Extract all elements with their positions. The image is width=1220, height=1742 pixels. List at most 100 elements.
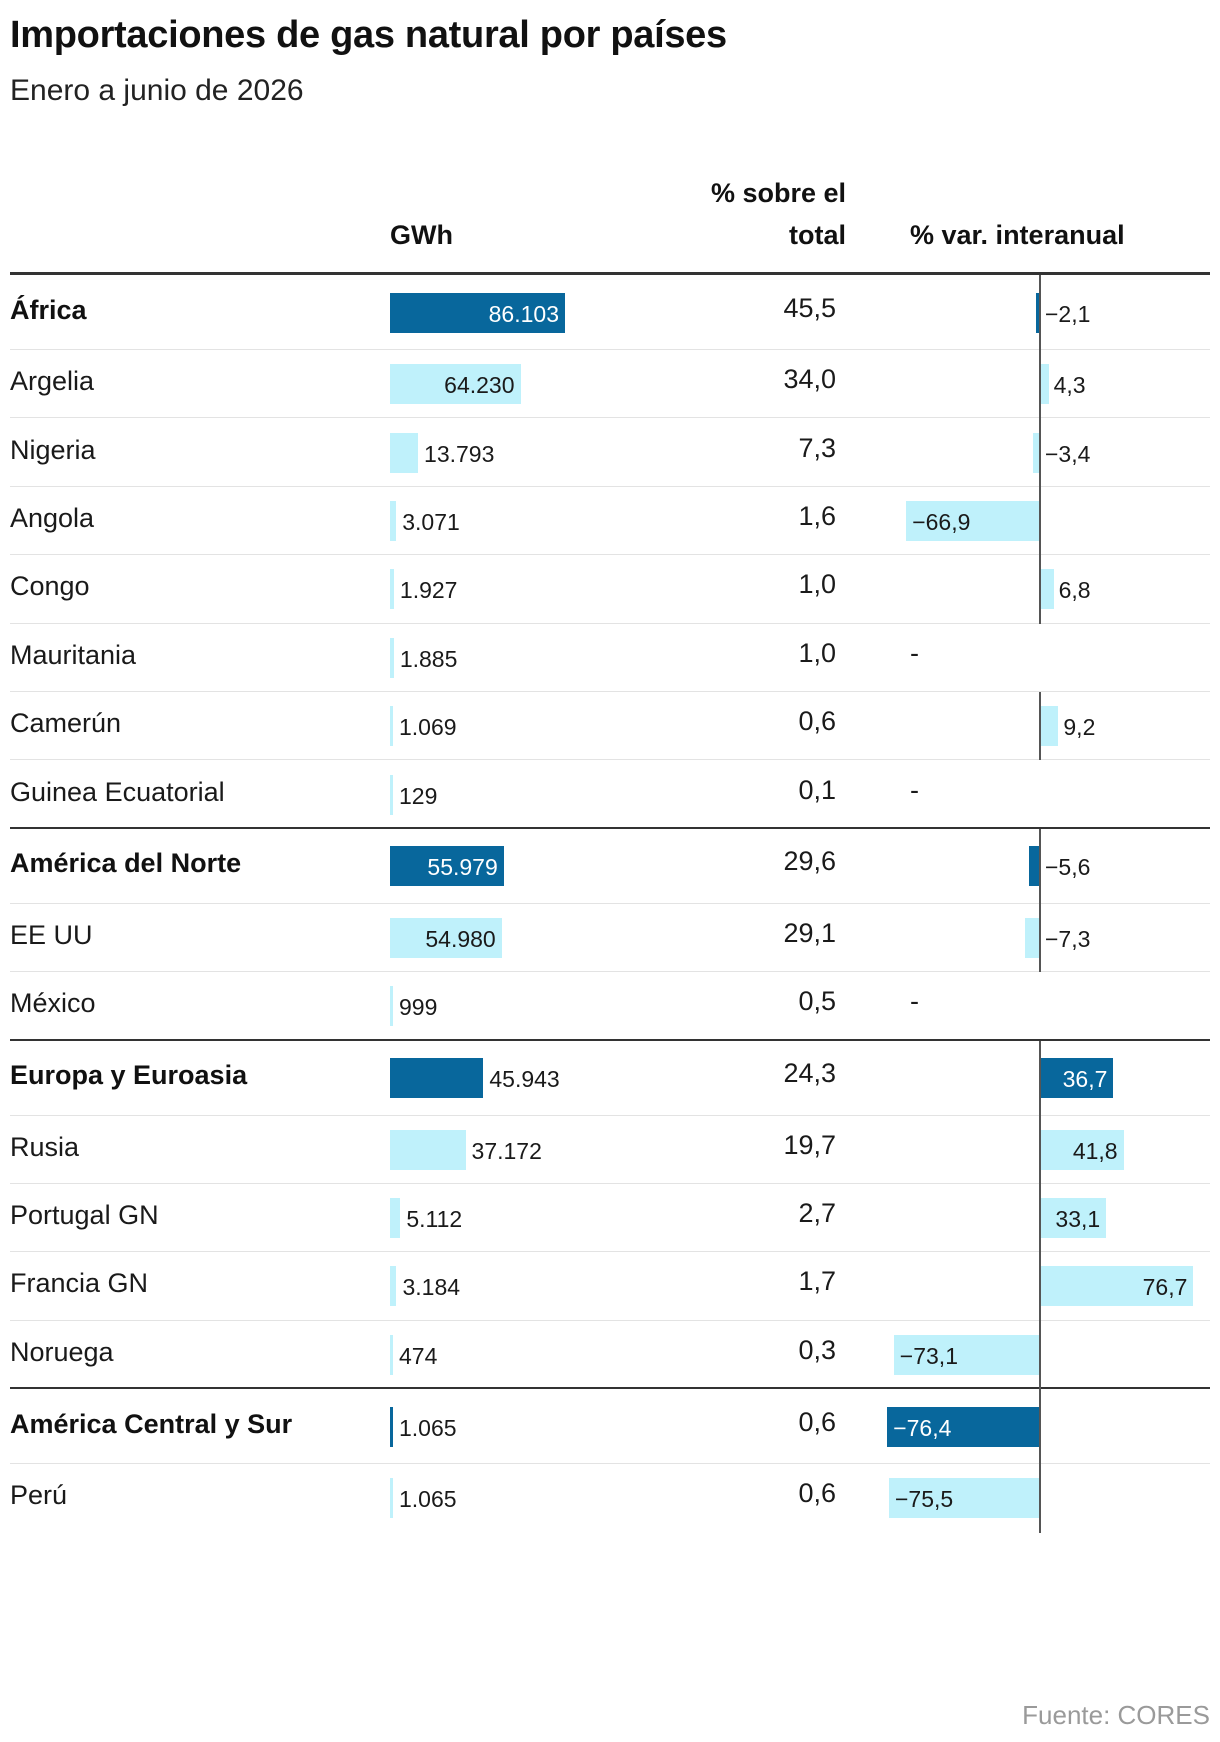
share-value: 1,0 <box>798 637 836 668</box>
gwh-bar <box>390 1058 484 1099</box>
share-value: 1,7 <box>798 1266 836 1297</box>
var-bar <box>1025 917 1040 958</box>
gwh-label: 1.065 <box>399 1486 457 1513</box>
table-row: Rusia 37.172 19,7 41,8 <box>10 1116 1210 1184</box>
country-name: Guinea Ecuatorial <box>10 776 225 807</box>
var-label: 41,8 <box>1072 1137 1118 1164</box>
country-name: Argelia <box>10 366 95 397</box>
table-row: Camerún 1.069 0,6 9,2 <box>10 692 1210 761</box>
table-row: Portugal GN 5.112 2,7 33,1 <box>10 1184 1210 1253</box>
header-share: % sobre el total <box>606 172 846 256</box>
gwh-label: 13.793 <box>424 440 495 467</box>
gwh-bar <box>390 637 394 678</box>
gwh-label: 1.069 <box>399 714 457 741</box>
country-name: Rusia <box>10 1131 80 1162</box>
header-share-line1: % sobre el <box>710 178 846 208</box>
var-label: 6,8 <box>1058 577 1091 604</box>
gwh-bar <box>390 1478 393 1519</box>
var-label: −73,1 <box>899 1342 958 1369</box>
share-value: 0,6 <box>798 706 836 737</box>
share-value: 0,6 <box>798 1478 836 1509</box>
gwh-bar <box>390 292 565 333</box>
gwh-bar <box>390 1198 401 1239</box>
country-name: Angola <box>10 502 95 533</box>
share-value: 0,1 <box>798 774 836 805</box>
zero-axis <box>1039 692 1041 761</box>
share-value: 0,6 <box>798 1406 836 1437</box>
var-label: 33,1 <box>1055 1206 1101 1233</box>
header-share-line2: total <box>789 220 846 250</box>
table-row: EE UU 54.980 29,1 −7,3 <box>10 904 1210 973</box>
zero-axis <box>1039 828 1041 973</box>
var-bar <box>1040 364 1049 405</box>
share-value: 7,3 <box>798 432 836 463</box>
country-name: Mauritania <box>10 639 137 670</box>
table-row: Perú 1.065 0,6 −75,5 <box>10 1464 1210 1532</box>
zero-axis <box>1039 275 1041 624</box>
gwh-bar <box>390 917 502 958</box>
var-label: −3,4 <box>1045 440 1091 467</box>
region-name: Europa y Euroasia <box>10 1060 248 1091</box>
gwh-bar <box>390 774 393 815</box>
var-missing: - <box>910 637 919 668</box>
share-value: 24,3 <box>783 1058 836 1089</box>
country-name: Francia GN <box>10 1268 149 1299</box>
region-row: América del Norte 55.979 29,6 −5,6 <box>10 829 1210 904</box>
gwh-label: 64.230 <box>444 372 515 399</box>
gwh-bar <box>390 1129 466 1170</box>
table-row: Nigeria 13.793 7,3 −3,4 <box>10 418 1210 487</box>
var-bar <box>1028 846 1040 887</box>
gwh-bar <box>390 1406 393 1447</box>
header-var: % var. interanual <box>910 220 1125 250</box>
gwh-bar <box>390 432 419 473</box>
gwh-label: 129 <box>399 782 438 809</box>
gwh-label: 5.112 <box>406 1206 463 1233</box>
var-missing: - <box>910 774 919 805</box>
gwh-label: 999 <box>399 994 438 1021</box>
var-label: −7,3 <box>1045 925 1091 952</box>
var-missing: - <box>910 986 919 1017</box>
gwh-label: 1.065 <box>399 1414 457 1441</box>
chart-title: Importaciones de gas natural por países <box>10 14 727 56</box>
share-value: 34,0 <box>783 364 836 395</box>
gwh-bar <box>390 986 393 1027</box>
var-bar <box>1040 569 1054 610</box>
share-value: 0,5 <box>798 986 836 1017</box>
share-value: 0,3 <box>798 1334 836 1365</box>
table-row: Argelia 64.230 34,0 4,3 <box>10 350 1210 419</box>
gwh-label: 37.172 <box>471 1137 542 1164</box>
table-row: Guinea Ecuatorial 129 0,1 - <box>10 760 1210 829</box>
gwh-label: 86.103 <box>488 300 559 327</box>
share-value: 2,7 <box>798 1198 836 1229</box>
gwh-bar <box>390 846 504 887</box>
region-row: Europa y Euroasia 45.943 24,3 36,7 <box>10 1041 1210 1116</box>
gwh-label: 474 <box>399 1342 438 1369</box>
share-value: 1,0 <box>798 569 836 600</box>
share-value: 45,5 <box>783 292 836 323</box>
country-name: Portugal GN <box>10 1200 159 1231</box>
region-row: África 86.103 45,5 −2,1 <box>10 275 1210 350</box>
region-name: América del Norte <box>10 848 242 879</box>
gwh-label: 1.927 <box>399 577 458 604</box>
country-name: Noruega <box>10 1336 114 1367</box>
country-name: Congo <box>10 571 90 602</box>
share-value: 19,7 <box>783 1129 836 1160</box>
region-name: América Central y Sur <box>10 1408 293 1439</box>
var-label: −2,1 <box>1045 300 1091 327</box>
table-row: Francia GN 3.184 1,7 76,7 <box>10 1252 1210 1321</box>
gwh-label: 55.979 <box>427 854 498 881</box>
var-label: 76,7 <box>1142 1274 1188 1301</box>
zero-axis <box>1039 1040 1041 1390</box>
gwh-label: 3.184 <box>402 1274 461 1301</box>
table-row: Angola 3.071 1,6 −66,9 <box>10 487 1210 556</box>
var-bar <box>893 1334 1040 1375</box>
var-bar <box>1040 1266 1194 1307</box>
gwh-bar <box>390 1266 397 1307</box>
table-row: Congo 1.927 1,0 6,8 <box>10 555 1210 624</box>
var-label: 4,3 <box>1053 372 1086 399</box>
var-label: −5,6 <box>1045 854 1091 881</box>
gwh-label: 54.980 <box>425 925 496 952</box>
var-bar <box>1040 1058 1114 1099</box>
var-label: 9,2 <box>1063 714 1096 741</box>
share-value: 29,1 <box>783 917 836 948</box>
